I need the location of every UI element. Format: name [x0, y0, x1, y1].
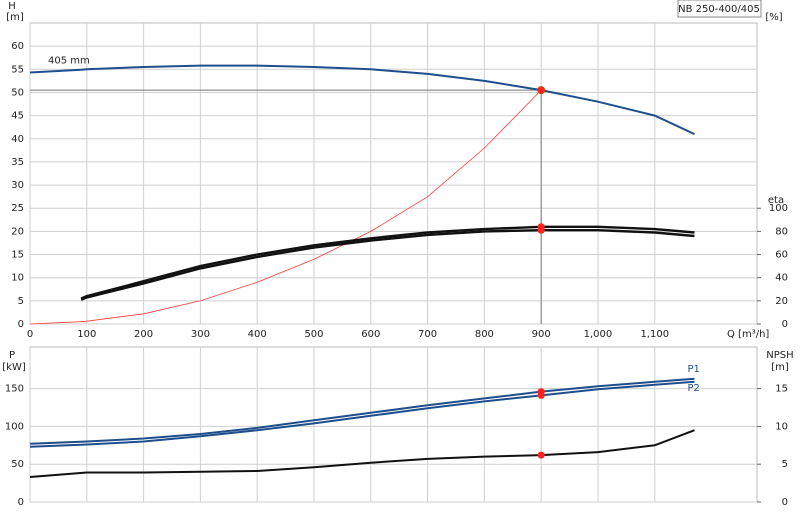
x-tick-label: 500	[304, 329, 323, 340]
chart-title: NB 250-400/405	[678, 4, 760, 15]
y2-tick-label: 80	[775, 226, 788, 237]
y2-tick-label: 0	[782, 497, 788, 508]
y-axis-label: P	[9, 350, 15, 361]
series-label: 405 mm	[48, 56, 90, 67]
y-tick-label: 0	[18, 319, 24, 330]
y-tick-label: 0	[18, 497, 24, 508]
y2-tick-label: 60	[775, 250, 788, 261]
series-line	[29, 89, 542, 325]
y-tick-label: 60	[11, 41, 24, 52]
x-tick-label: 400	[248, 329, 267, 340]
x-tick-label: 900	[532, 329, 551, 340]
plot-area	[29, 346, 758, 503]
series-line	[80, 225, 695, 300]
x-tick-label: 700	[418, 329, 437, 340]
y-tick-label: 55	[11, 64, 24, 75]
series-label: P1	[688, 364, 700, 375]
x-tick-label: 0	[27, 329, 33, 340]
y2-axis-label: eta	[768, 195, 784, 206]
x-tick-label: 300	[191, 329, 210, 340]
y-tick-label: 45	[11, 111, 24, 122]
y2-tick-label: 20	[775, 296, 788, 307]
x-tick-label: 1,100	[640, 329, 669, 340]
y-tick-label: 30	[11, 180, 24, 191]
y-tick-label: 40	[11, 134, 24, 145]
y2-axis-unit: [m]	[771, 362, 789, 373]
x-tick-label: 200	[134, 329, 153, 340]
x-tick-label: 1,000	[584, 329, 613, 340]
y-tick-label: 25	[11, 203, 24, 214]
x-tick-label: 600	[361, 329, 380, 340]
y2-tick-label: 0	[782, 319, 788, 330]
y2-tick-label: 10	[775, 421, 788, 432]
y2-tick-label: 15	[775, 384, 788, 395]
y2-axis-unit: [%]	[765, 12, 782, 23]
series-line	[29, 380, 695, 448]
y2-tick-label: 40	[775, 273, 788, 284]
y-tick-label: 150	[5, 384, 24, 395]
y-axis-label: H	[8, 1, 16, 12]
duty-point-marker	[537, 391, 545, 399]
x-tick-label: 100	[77, 329, 96, 340]
series-line	[29, 429, 695, 478]
y2-tick-label: 5	[782, 459, 788, 470]
series-line	[80, 229, 695, 301]
duty-point-marker	[537, 86, 545, 94]
title-box	[677, 0, 762, 18]
y-tick-label: 35	[11, 157, 24, 168]
y-axis-unit: [kW]	[2, 362, 26, 373]
x-axis-label: Q [m³/h]	[727, 329, 769, 340]
y-tick-label: 5	[18, 296, 24, 307]
y2-axis-label: NPSH	[766, 350, 793, 361]
y-tick-label: 10	[11, 273, 24, 284]
y-axis-unit: [m]	[6, 12, 24, 23]
duty-point-marker	[537, 451, 545, 459]
plot-area	[29, 22, 758, 325]
y-tick-label: 100	[5, 421, 24, 432]
series-label: P2	[688, 383, 700, 394]
y2-tick-label: 100	[769, 203, 788, 214]
y-tick-label: 50	[11, 459, 24, 470]
y-tick-label: 20	[11, 226, 24, 237]
series-line	[29, 64, 695, 136]
series-line	[29, 377, 695, 445]
x-tick-label: 800	[475, 329, 494, 340]
y-tick-label: 50	[11, 87, 24, 98]
duty-point-marker	[537, 226, 545, 234]
y-tick-label: 15	[11, 250, 24, 261]
